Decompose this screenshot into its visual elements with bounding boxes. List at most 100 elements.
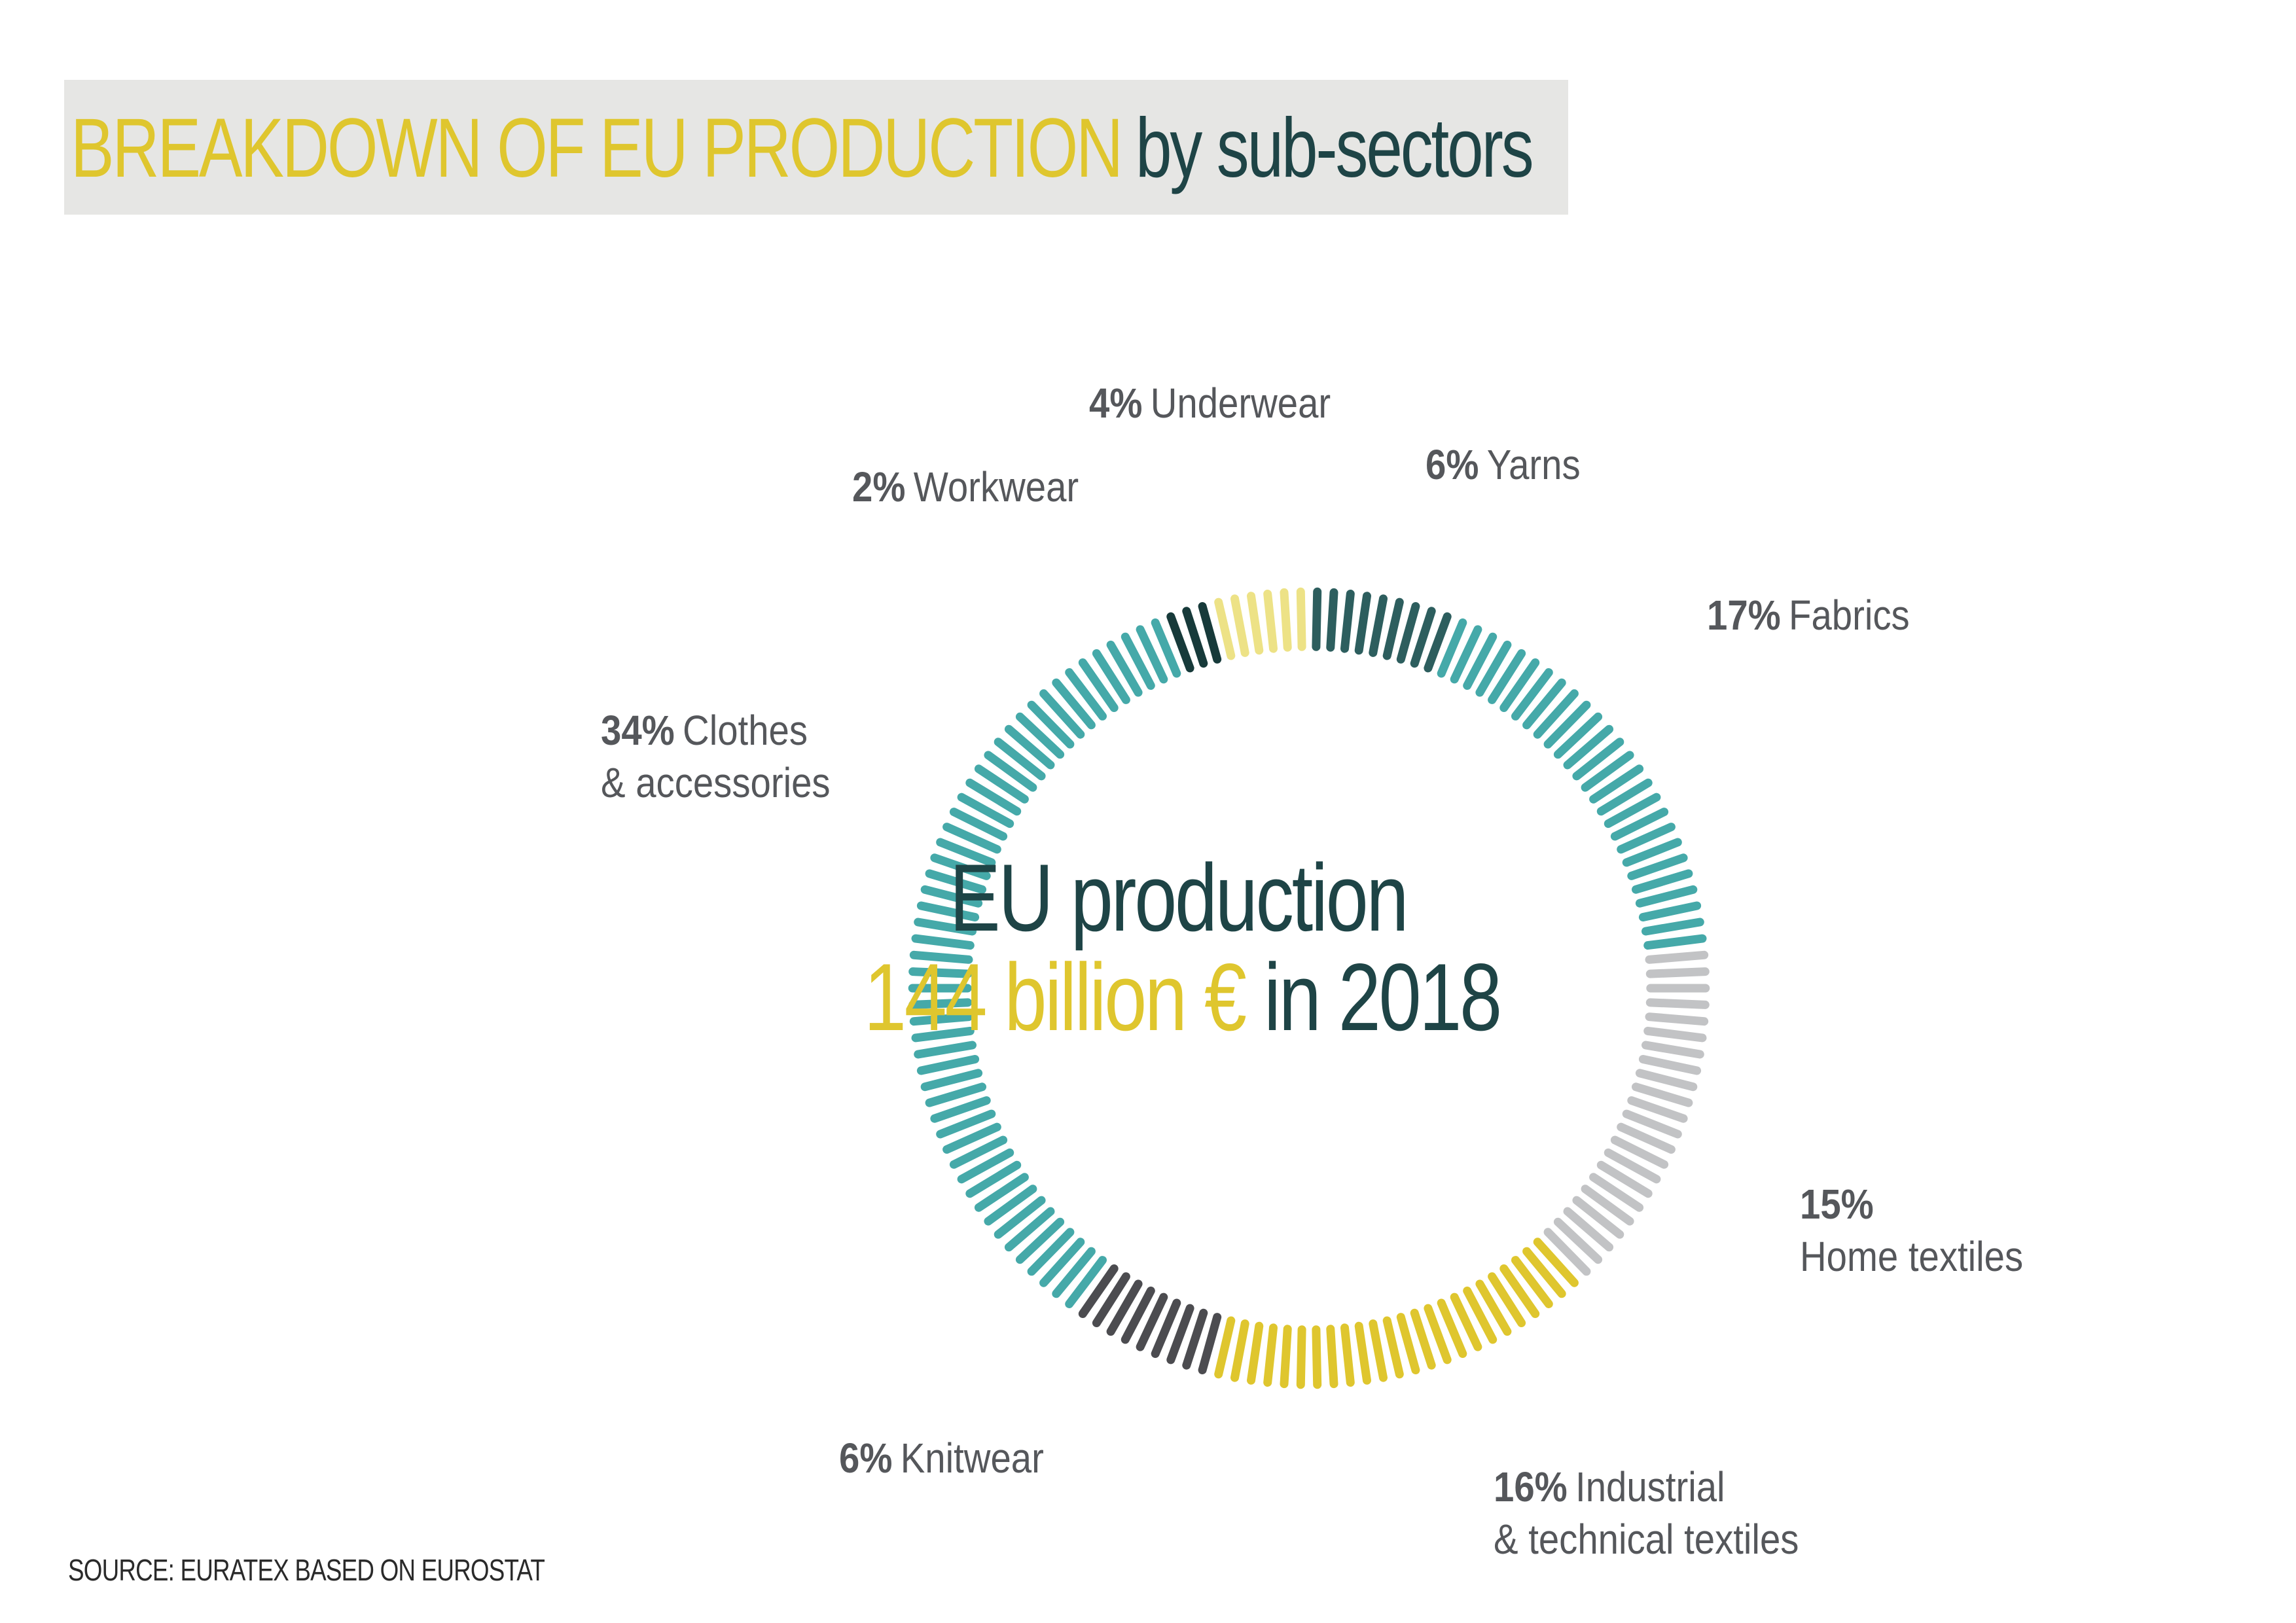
bar-7-145 [1230,594,1249,657]
bar-1-17 [1533,689,1579,739]
bar-1-26 [1610,808,1669,841]
bar-5-114 [909,950,973,964]
bar-7-147 [1263,590,1278,653]
bar-1-18 [1543,700,1591,749]
bar-1-10 [1450,625,1482,684]
bar-5-134 [1065,668,1107,721]
chart-title: BREAKDOWN OF EU PRODUCTION by sub-sector… [71,82,1534,213]
bar-2-48 [1610,1135,1669,1169]
bar-1-32 [1638,901,1702,921]
bar-5-110 [909,1012,973,1026]
bar-2-42 [1638,1055,1702,1075]
bar-7-149 [1296,587,1306,651]
bar-0-0 [1312,587,1322,651]
bar-5-129 [1004,724,1055,770]
bar-5-105 [925,1082,986,1107]
bar-5-113 [908,967,973,978]
bar-3-67 [1410,1308,1436,1370]
bar-1-24 [1596,778,1653,816]
bar-3-65 [1437,1298,1467,1358]
center-year: in 2018 [1264,944,1502,1050]
bar-3-80 [1214,1316,1236,1379]
bar-2-51 [1589,1173,1644,1212]
bar-2-52 [1581,1185,1634,1226]
bar-4-87 [1106,1279,1143,1336]
bar-5-137 [1106,640,1143,697]
bar-4-89 [1078,1264,1119,1318]
bar-1-34 [1643,934,1707,950]
bar-1-33 [1641,918,1704,936]
bar-2-54 [1563,1207,1614,1252]
bar-4-82 [1182,1308,1208,1370]
bar-1-9 [1437,618,1467,678]
bar-3-57 [1533,1238,1579,1287]
bar-5-115 [911,934,975,950]
bar-6-141 [1166,612,1194,673]
bar-1-30 [1632,869,1693,894]
bar-5-107 [916,1055,980,1075]
bar-1-23 [1589,764,1644,804]
bar-5-120 [930,853,991,880]
bar-6-143 [1198,602,1222,664]
bar-3-78 [1247,1321,1264,1385]
center-total: 144 billion € in 2018 [864,942,1502,1052]
bar-2-46 [1622,1109,1682,1139]
bar-5-121 [936,838,996,867]
bar-2-47 [1617,1122,1676,1154]
bar-4-84 [1151,1298,1181,1358]
label-industrial-textiles: 16% Industrial & technical textiles [1494,1463,1799,1563]
bar-5-128 [994,738,1046,781]
bar-7-146 [1247,592,1264,655]
bar-3-79 [1230,1319,1249,1382]
bar-1-28 [1622,838,1682,867]
source-note: SOURCE: EURATEX BASED ON EUROSTAT [68,1553,545,1587]
bar-1-16 [1522,678,1566,730]
bar-0-1 [1326,588,1338,652]
bar-6-142 [1182,607,1208,668]
bar-3-76 [1280,1325,1292,1389]
bar-5-96 [994,1196,1046,1239]
slice-underwear [1214,587,1306,660]
bar-3-69 [1382,1316,1404,1379]
slice-knitwear [1078,1264,1222,1374]
bar-3-61 [1488,1272,1526,1327]
bar-5-138 [1121,632,1155,690]
bar-5-125 [965,778,1022,816]
bar-2-56 [1543,1228,1591,1276]
bar-1-14 [1499,658,1540,712]
bar-3-71 [1354,1321,1371,1385]
bar-3-77 [1263,1323,1278,1387]
bar-2-49 [1604,1148,1661,1184]
bar-1-27 [1617,823,1676,854]
bar-0-3 [1354,592,1371,655]
bar-1-25 [1604,793,1661,829]
bar-5-140 [1151,618,1181,678]
bar-5-108 [914,1041,977,1059]
bar-0-5 [1382,597,1404,660]
bar-2-53 [1572,1196,1624,1239]
bar-1-15 [1511,668,1553,721]
bar-5-99 [965,1160,1022,1198]
bar-3-72 [1340,1323,1355,1387]
bar-5-95 [1004,1207,1055,1252]
bar-5-111 [908,998,973,1009]
bar-7-148 [1280,588,1292,652]
bar-0-8 [1424,612,1452,673]
label-workwear: 2% Workwear [852,463,1079,510]
bar-3-66 [1424,1304,1452,1364]
bar-4-83 [1166,1304,1194,1364]
bar-5-103 [936,1109,996,1139]
bar-3-59 [1511,1256,1553,1308]
bar-5-126 [974,764,1029,804]
bar-5-97 [984,1185,1037,1226]
bar-5-119 [925,869,986,894]
bar-5-90 [1065,1256,1107,1308]
bar-2-55 [1553,1217,1603,1264]
bar-5-101 [949,1135,1008,1169]
bar-0-2 [1340,590,1355,653]
bar-5-127 [984,751,1037,792]
bar-4-86 [1121,1286,1155,1344]
title-banner [64,80,1568,215]
bar-0-4 [1369,594,1388,657]
